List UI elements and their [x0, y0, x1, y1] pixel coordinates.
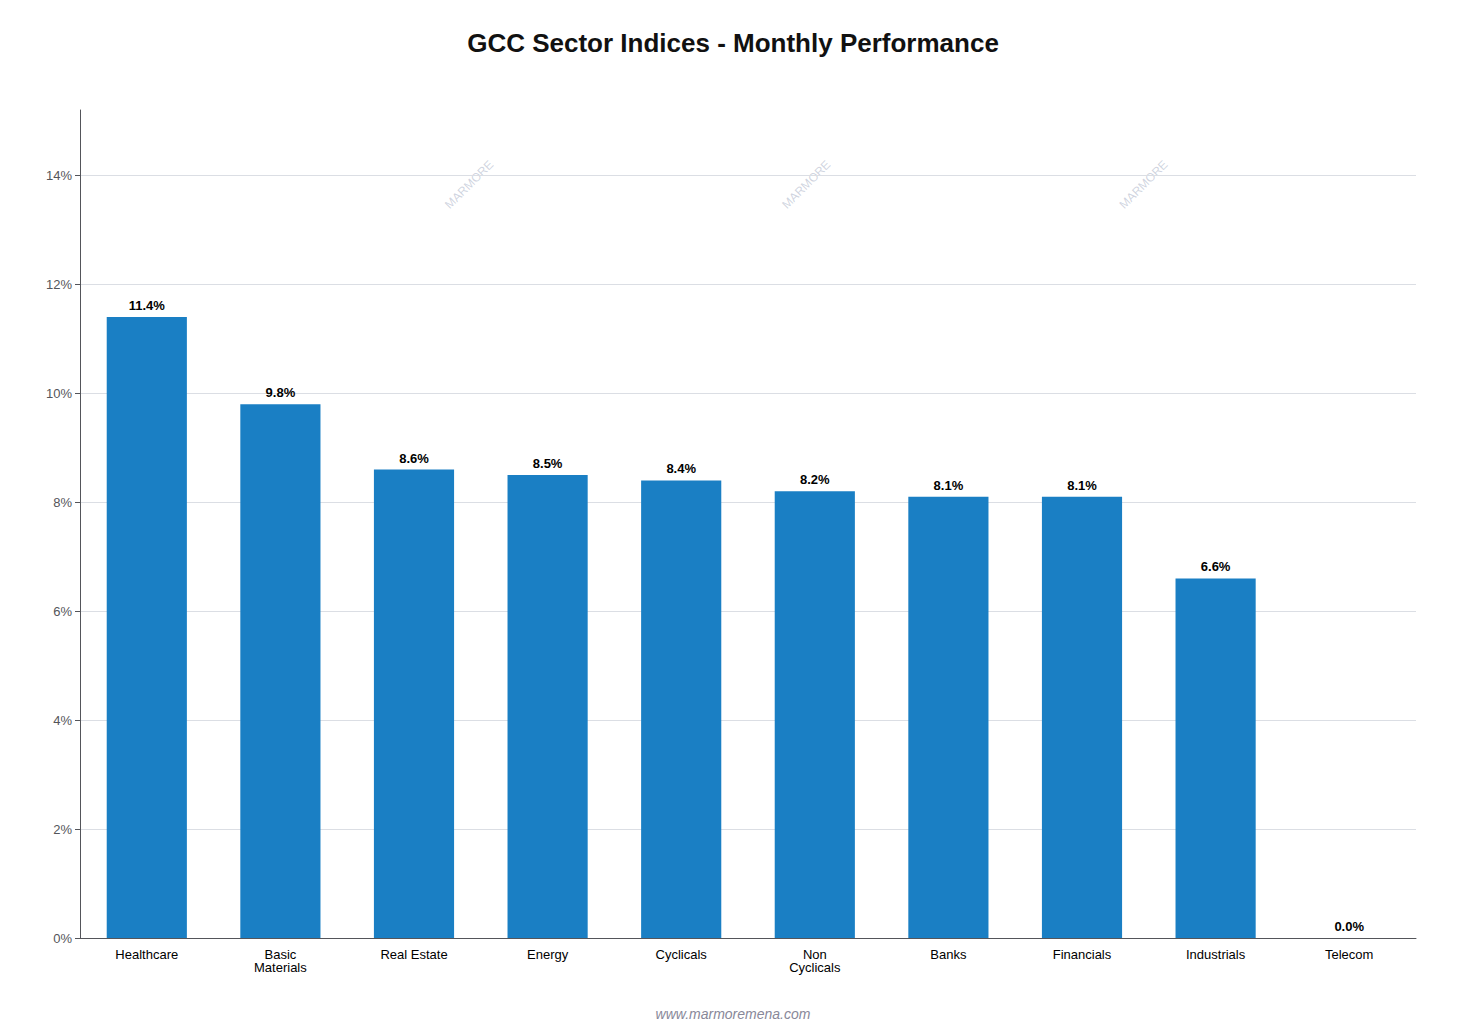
svg-text:Healthcare: Healthcare	[115, 947, 178, 962]
svg-text:8.2%: 8.2%	[800, 472, 830, 487]
svg-text:MARMORE: MARMORE	[1116, 157, 1170, 211]
svg-text:8.6%: 8.6%	[399, 451, 429, 466]
svg-text:0%: 0%	[53, 931, 72, 946]
svg-text:Basic: Basic	[264, 947, 297, 962]
svg-text:MARMORE: MARMORE	[779, 157, 833, 211]
svg-text:Financials: Financials	[1053, 947, 1112, 962]
svg-text:MARMORE: MARMORE	[442, 157, 496, 211]
svg-text:11.4%: 11.4%	[129, 298, 166, 313]
svg-text:Cyclicals: Cyclicals	[656, 947, 708, 962]
svg-text:6.6%: 6.6%	[1201, 559, 1231, 574]
svg-text:4%: 4%	[53, 713, 72, 728]
svg-text:Cyclicals: Cyclicals	[789, 960, 841, 975]
svg-text:9.8%: 9.8%	[266, 385, 296, 400]
svg-text:6%: 6%	[53, 604, 72, 619]
svg-text:Industrials: Industrials	[1186, 947, 1246, 962]
svg-text:Real Estate: Real Estate	[380, 947, 447, 962]
svg-text:8.1%: 8.1%	[1067, 478, 1097, 493]
svg-text:8%: 8%	[53, 495, 72, 510]
svg-text:10%: 10%	[46, 386, 72, 401]
svg-text:Banks: Banks	[930, 947, 967, 962]
svg-text:2%: 2%	[53, 822, 72, 837]
svg-text:0.0%: 0.0%	[1334, 919, 1364, 934]
svg-text:GCC Sector Indices - Monthly P: GCC Sector Indices - Monthly Performance	[467, 28, 999, 58]
svg-text:Energy: Energy	[527, 947, 569, 962]
svg-text:8.5%: 8.5%	[533, 456, 563, 471]
svg-text:www.marmoremena.com: www.marmoremena.com	[656, 1006, 811, 1022]
svg-text:Telecom: Telecom	[1325, 947, 1373, 962]
svg-text:12%: 12%	[46, 277, 72, 292]
svg-text:Materials: Materials	[254, 960, 307, 975]
svg-text:8.1%: 8.1%	[934, 478, 964, 493]
svg-text:14%: 14%	[46, 168, 72, 183]
svg-text:8.4%: 8.4%	[666, 461, 696, 476]
svg-text:Non: Non	[802, 947, 827, 962]
